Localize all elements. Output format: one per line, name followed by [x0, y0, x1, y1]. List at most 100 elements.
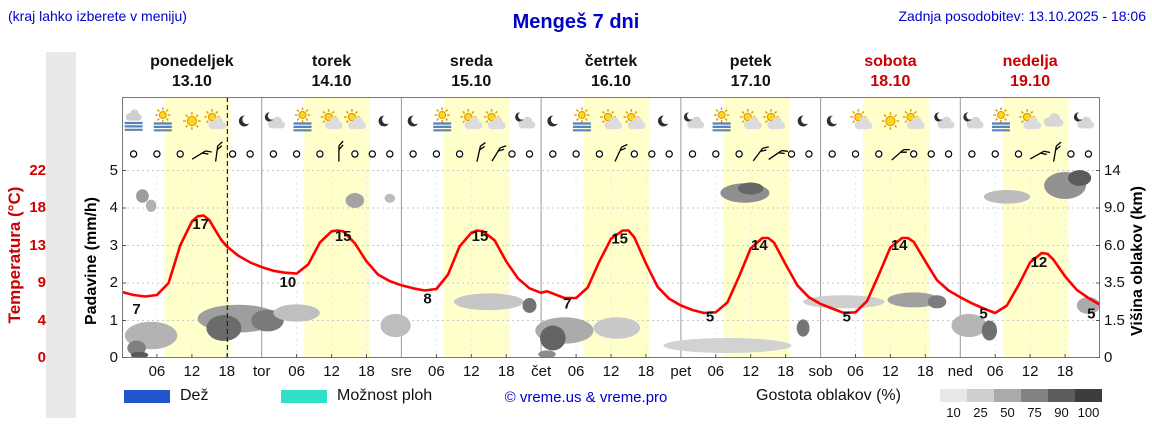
- precip-axis-title: Padavine (mm/h): [83, 196, 100, 326]
- weather-icon-sun-cloud: [902, 109, 925, 130]
- wind-calm-icon: [228, 150, 237, 158]
- temperature-value-label: 5: [843, 308, 851, 325]
- weather-icon-fog-sun: [153, 107, 172, 132]
- x-axis-label: 18: [777, 363, 794, 380]
- x-axis-label: 12: [183, 363, 201, 380]
- weather-icon-sun-cloud: [1019, 109, 1042, 130]
- cloud-scale-swatch: [1075, 389, 1102, 402]
- cloud-blob: [663, 338, 792, 353]
- wind-calm-icon: [630, 150, 638, 158]
- temperature-value-label: 14: [751, 237, 768, 254]
- wind-calm-icon: [368, 150, 377, 158]
- weather-icon-moon: [238, 115, 252, 127]
- cloud-blob: [384, 193, 395, 203]
- copyright-link[interactable]: © vreme.us & vreme.pro: [504, 389, 668, 406]
- weather-icon-sun-cloud: [623, 109, 646, 130]
- weather-icon-sun-cloud: [600, 109, 623, 130]
- wind-calm-icon: [572, 150, 580, 158]
- x-axis-label: 12: [742, 363, 760, 380]
- weather-icon-moon-cloud: [1073, 111, 1095, 129]
- cloud-density-scale: 10 25 50 75 90 100: [940, 389, 1102, 420]
- cloud-blob: [951, 313, 987, 338]
- cloud-axis-title: Višina oblakov (km): [1129, 186, 1146, 336]
- precip-axis-tick: 0: [109, 349, 118, 366]
- weather-icon-sun-cloud: [483, 109, 506, 130]
- wind-calm-icon: [508, 150, 516, 158]
- x-axis-label: 18: [497, 363, 515, 380]
- wind-calm-icon: [712, 150, 720, 158]
- weather-icon-sun: [183, 112, 201, 130]
- x-axis-label: 12: [602, 363, 620, 380]
- day-header-name: sreda: [449, 53, 493, 70]
- wind-barb-icon: [891, 148, 910, 161]
- weather-icon-moon: [547, 115, 560, 127]
- meteogram-chart: 7 17 10 15 8 15 7 15 5 14 5 14 5 12 5: [122, 97, 1100, 358]
- x-axis-label: 06: [847, 363, 864, 380]
- temperature-value-label: 7: [563, 296, 571, 313]
- wind-calm-icon: [968, 150, 976, 158]
- wind-calm-icon: [665, 150, 673, 158]
- precip-axis-tick: 2: [109, 274, 118, 291]
- cloud-blob: [540, 325, 566, 351]
- day-header-date: 14.10: [311, 73, 352, 90]
- temperature-value-label: 15: [611, 230, 628, 247]
- weather-icon-moon-cloud: [963, 111, 984, 129]
- x-axis-label: pet: [670, 363, 692, 380]
- cloud-axis-tick: 6.0: [1104, 236, 1125, 254]
- weather-icon-moon-cloud: [515, 111, 536, 129]
- shower-legend-swatch: [281, 390, 327, 403]
- weather-icon-moon: [378, 115, 392, 127]
- cloud-blob: [887, 292, 940, 308]
- x-axis-label: 06: [567, 363, 585, 380]
- weather-icon-moon-cloud: [934, 111, 955, 129]
- day-header-name: ponedeljek: [150, 53, 234, 70]
- weather-icon-fog-sun: [712, 107, 731, 132]
- page-title: Mengeš 7 dni: [512, 11, 640, 33]
- wind-barb-icon: [338, 140, 344, 162]
- cloud-blob: [737, 182, 764, 195]
- x-axis-label: 18: [917, 363, 934, 380]
- day-header-name: petek: [729, 53, 772, 70]
- wind-calm-icon: [851, 150, 860, 158]
- cloud-scale-tick-label: 100: [1077, 405, 1100, 420]
- wind-calm-icon: [787, 150, 796, 158]
- cloud-scale-swatch: [994, 389, 1021, 402]
- wind-calm-icon: [292, 150, 301, 158]
- day-header-date: 13.10: [171, 73, 212, 90]
- cloud-axis-tick: 3.5: [1104, 274, 1125, 291]
- cloud-scale-tick-label: 50: [1000, 405, 1015, 420]
- temperature-curve: [122, 214, 1100, 315]
- temperature-value-label: 14: [891, 237, 908, 254]
- cloud-blob: [206, 315, 242, 341]
- x-axis-label: 12: [323, 363, 340, 380]
- cloud-scale-cell: 100: [1075, 389, 1102, 420]
- cloud-scale-cell: 25: [967, 389, 994, 420]
- wind-calm-icon: [1084, 150, 1093, 158]
- precip-axis-tick: 5: [109, 161, 118, 179]
- x-axis-label: 06: [986, 363, 1004, 380]
- x-axis-label: 12: [882, 363, 899, 380]
- wind-barb-icon: [476, 142, 486, 162]
- cloud-scale-swatch: [1048, 389, 1075, 402]
- temperature-value-label: 8: [423, 290, 431, 307]
- wind-calm-icon: [875, 150, 883, 158]
- weather-icon-fog: [124, 109, 143, 131]
- cloud-density-label: Gostota oblakov (%): [756, 387, 901, 404]
- daylight-band: [863, 97, 929, 358]
- x-axis-label: 18: [218, 363, 236, 380]
- cloud-blob: [273, 304, 320, 322]
- precip-axis-tick: 1: [109, 311, 118, 329]
- wind-calm-icon: [409, 150, 417, 158]
- day-header-date: 16.10: [590, 73, 632, 90]
- cloud-blob: [983, 190, 1031, 204]
- left-gray-strip: [46, 52, 76, 418]
- cloud-axis-tick: 0: [1104, 349, 1113, 366]
- temperature-value-label: 15: [335, 228, 352, 245]
- temp-axis-tick: 18: [29, 199, 46, 216]
- wind-barb-icon: [214, 141, 223, 162]
- cloud-blob: [927, 295, 947, 309]
- cloud-scale-tick-label: 75: [1027, 405, 1042, 420]
- wind-barb-icon: [191, 150, 212, 160]
- weather-icon-moon-cloud: [683, 111, 705, 129]
